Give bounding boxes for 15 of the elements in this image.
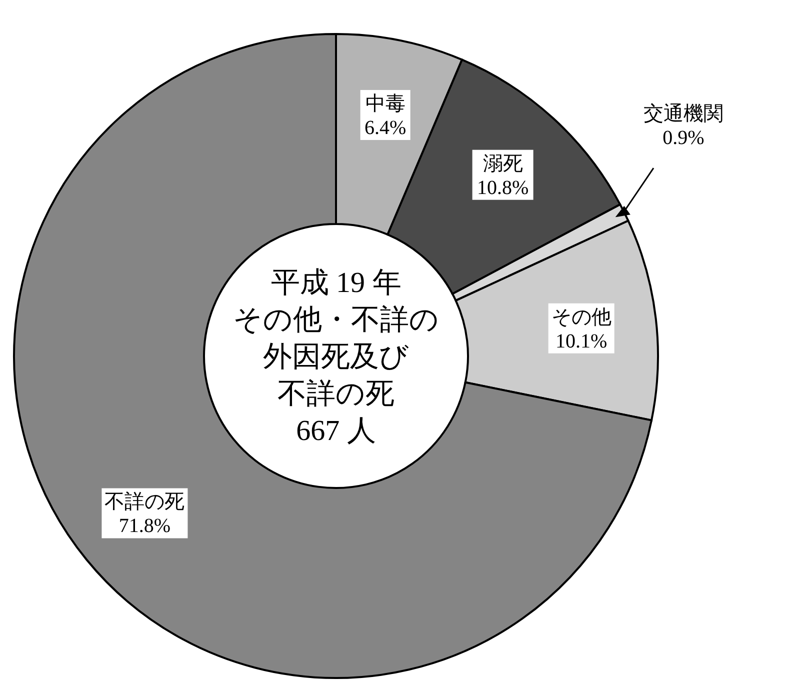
text: 平成 19 年 [270, 267, 402, 299]
text: 外因死及び [263, 341, 409, 373]
slice-label: その他 [551, 306, 612, 328]
text: 667 人 [296, 415, 376, 447]
slice-label: 交通機関 [644, 103, 724, 126]
slice-label: 不詳の死 [104, 491, 185, 514]
text: その他・不詳の [233, 304, 439, 336]
data-label: 0.9% [662, 127, 704, 150]
data-label: 71.8% [118, 515, 171, 538]
slice-label: 溺死 [482, 152, 523, 175]
data-label: 10.1% [555, 330, 608, 352]
data-label: 10.8% [476, 176, 529, 199]
data-label: 6.4% [364, 116, 406, 139]
slice-label: 中毒 [365, 92, 406, 115]
text: 不詳の死 [278, 378, 394, 410]
